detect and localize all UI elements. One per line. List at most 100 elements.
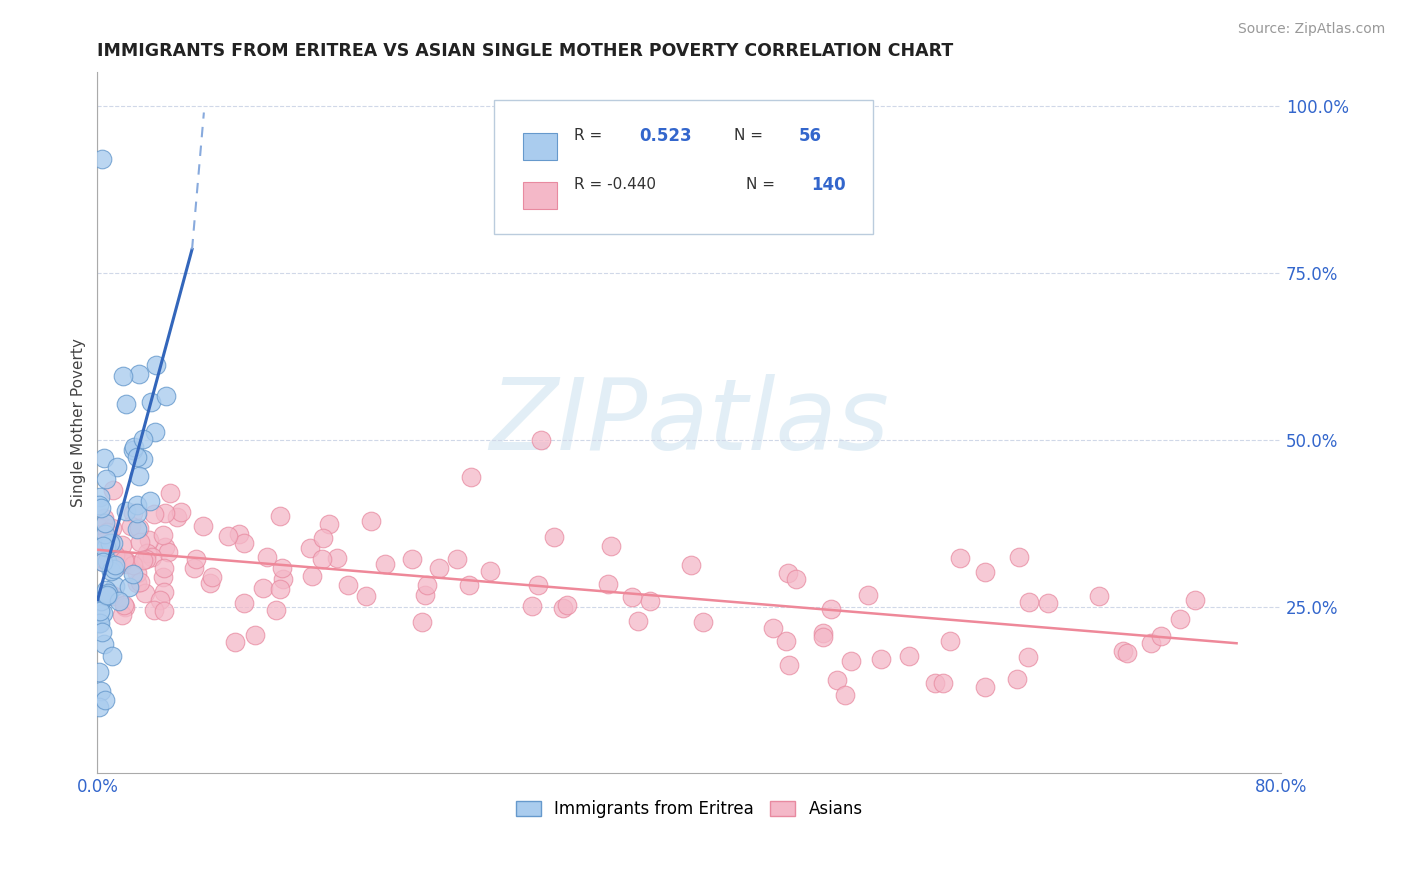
Point [152,584,174,599]
Point [90,554,112,568]
Point [232,535,254,549]
Point [360,514,382,528]
Point [374,557,396,571]
Point [94,693,117,707]
Point [96,524,118,539]
Point [155,506,177,520]
Point [269,509,291,524]
Point [897,649,920,664]
FancyBboxPatch shape [523,133,557,160]
Point [87,498,110,512]
Point [152,570,174,584]
Point [217,529,239,543]
Point [143,425,166,440]
Point [155,389,177,403]
Point [97,586,120,600]
Point [125,522,148,536]
Point [96,588,118,602]
Point [271,572,294,586]
Point [939,633,962,648]
Point [557,598,579,612]
Point [93,450,115,465]
Point [149,593,172,607]
Point [446,551,468,566]
Point [252,581,274,595]
Point [326,550,349,565]
Point [89,530,111,544]
Point [153,604,176,618]
Point [121,558,143,572]
Point [118,580,141,594]
Text: R = -0.440: R = -0.440 [574,178,657,192]
Point [89,604,111,618]
Point [478,564,501,578]
Point [458,578,481,592]
Point [415,578,437,592]
Point [1088,589,1111,603]
Point [638,594,661,608]
Point [138,533,160,547]
Point [89,551,111,566]
Point [141,549,163,564]
Point [948,551,970,566]
Point [112,598,135,612]
Point [87,665,110,679]
Point [778,566,800,581]
Point [679,558,702,572]
Point [186,551,208,566]
Point [232,596,254,610]
Point [93,510,115,524]
Point [104,558,127,573]
Point [91,607,114,621]
Point [401,552,423,566]
Point [89,550,111,565]
Point [621,590,644,604]
Point [820,602,842,616]
Point [312,531,335,545]
Point [974,680,997,694]
Point [94,516,117,530]
Point [115,557,138,571]
Point [87,699,110,714]
Point [269,582,291,596]
Point [1008,549,1031,564]
Point [100,536,122,550]
Text: R =: R = [574,128,603,143]
Point [91,539,114,553]
Point [104,578,127,592]
Point [97,556,120,570]
Point [96,589,118,603]
Point [596,577,619,591]
Point [139,395,162,409]
Point [627,615,650,629]
Point [94,582,117,597]
Point [122,506,145,520]
Text: N =: N = [734,128,763,143]
Point [142,508,165,522]
Point [354,589,377,603]
Point [183,561,205,575]
Text: 0.523: 0.523 [640,127,692,145]
FancyBboxPatch shape [494,101,873,234]
Point [427,561,450,575]
Point [91,549,114,563]
Text: 56: 56 [799,127,823,145]
Point [1115,647,1137,661]
Point [134,586,156,600]
Text: Source: ZipAtlas.com: Source: ZipAtlas.com [1237,22,1385,37]
Point [159,486,181,500]
Point [825,673,848,687]
Point [112,553,135,567]
Point [111,608,134,623]
Y-axis label: Single Mother Poverty: Single Mother Poverty [72,338,86,508]
Point [1007,672,1029,686]
Point [973,565,995,579]
Point [93,538,115,552]
Point [89,490,111,504]
Point [142,603,165,617]
Point [100,564,122,578]
Point [413,588,436,602]
Point [834,689,856,703]
Point [94,527,117,541]
Point [90,545,112,559]
